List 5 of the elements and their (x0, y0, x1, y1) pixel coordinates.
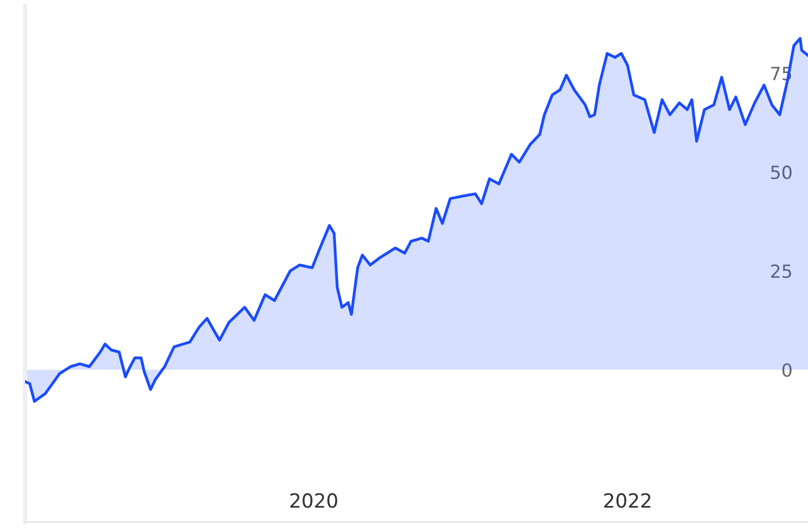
y-tick-label: 0 (782, 363, 792, 377)
y-tick-label: 25 (771, 264, 792, 278)
y-tick-label: 50 (771, 166, 792, 180)
x-tick-label: 2020 (290, 493, 338, 508)
x-tick-label: 2022 (604, 493, 650, 508)
